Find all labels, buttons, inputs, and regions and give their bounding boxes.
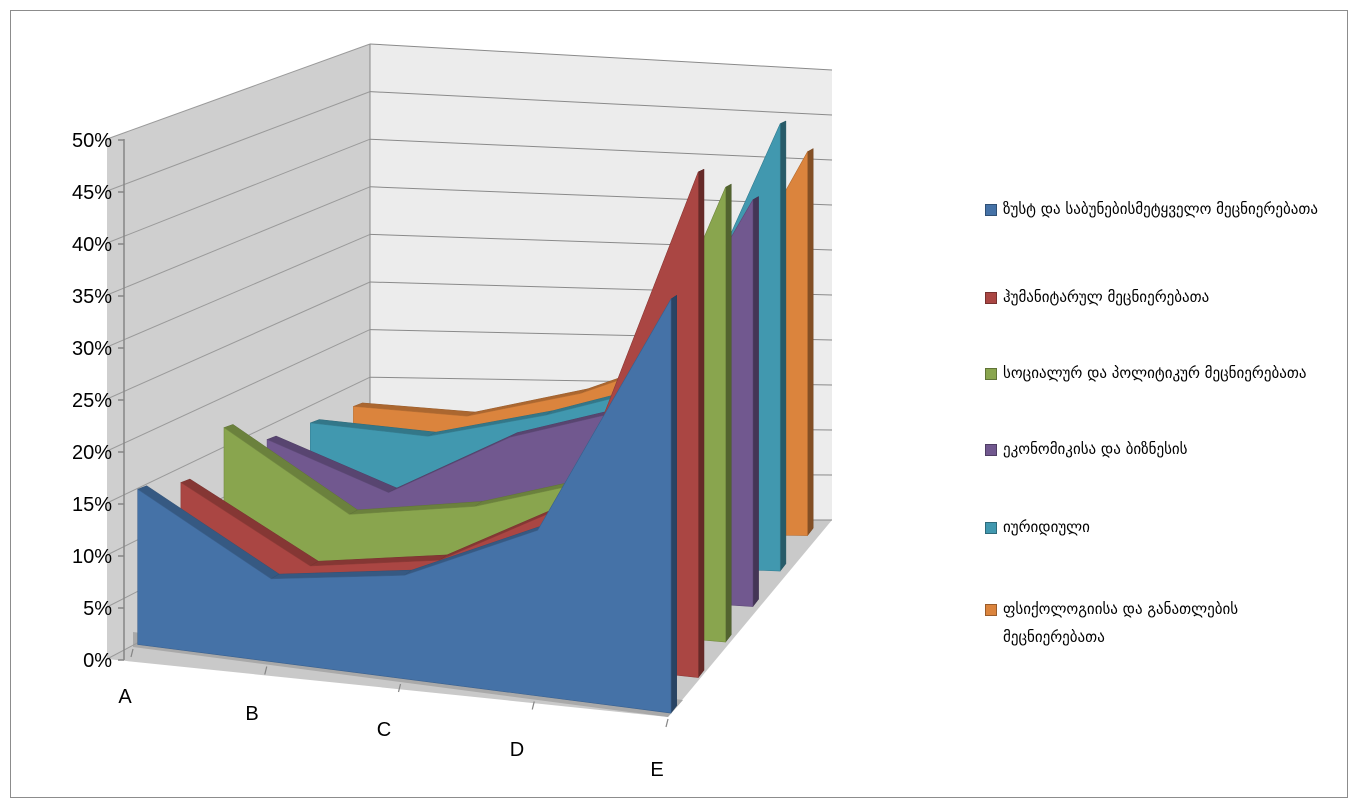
x-tick-label: C <box>377 719 391 741</box>
x-tick-mark <box>665 718 669 728</box>
y-tick-label: 20% <box>72 442 112 464</box>
y-tick-label: 45% <box>72 182 112 204</box>
legend-swatch <box>985 292 997 304</box>
series-4-end-cap <box>752 196 759 608</box>
y-tick-label: 15% <box>72 494 112 516</box>
series-2-end-cap <box>698 168 705 679</box>
legend-label: ზუსტ და საბუნებისმეტყველო მეცნიერებათა <box>1003 200 1318 218</box>
gridline-side <box>106 233 371 348</box>
legend-item-4: ეკონომიკისა და ბიზნესის <box>985 438 1323 463</box>
legend-swatch <box>985 604 997 616</box>
legend-label: სოციალურ და პოლიტიკურ მეცნიერებათა <box>1003 364 1307 382</box>
legend-swatch <box>985 204 997 216</box>
legend-swatch <box>985 444 997 456</box>
series-6-end-cap <box>807 148 814 537</box>
x-tick-label: E <box>650 759 663 781</box>
gridline-side <box>106 91 371 192</box>
x-tick-label: A <box>118 686 132 708</box>
series-1-end-cap <box>670 294 677 714</box>
x-tick-mark <box>531 701 535 710</box>
y-tick-label: 10% <box>72 546 112 568</box>
legend-label: იურიდიული <box>1003 518 1090 536</box>
y-tick-label: 35% <box>72 286 112 308</box>
y-tick-label: 30% <box>72 338 112 360</box>
y-tick-label: 5% <box>83 598 112 620</box>
legend-label: ფსიქოლოგიისა და განათლების მეცნიერებათა <box>1003 600 1239 646</box>
legend-item-3: სოციალურ და პოლიტიკურ მეცნიერებათა <box>985 362 1323 387</box>
gridline <box>369 138 833 161</box>
x-tick-label: D <box>510 739 524 761</box>
gridline <box>369 43 833 71</box>
x-tick-mark <box>397 683 402 693</box>
gridline-side <box>106 186 371 296</box>
series-3-end-cap <box>725 183 732 643</box>
x-tick-label: B <box>245 703 258 725</box>
y-tick-label: 25% <box>72 390 112 412</box>
legend-item-6: ფსიქოლოგიისა და განათლების მეცნიერებათა <box>985 598 1323 651</box>
gridline-side <box>106 138 371 244</box>
series-1-front-face <box>137 297 672 714</box>
legend-item-1: ზუსტ და საბუნებისმეტყველო მეცნიერებათა <box>985 198 1323 223</box>
legend-swatch <box>985 522 997 534</box>
y-tick-label: 40% <box>72 234 112 256</box>
gridline <box>369 91 833 116</box>
x-tick-mark <box>130 648 134 658</box>
gridline-side <box>106 43 371 140</box>
series-1-area <box>137 294 677 714</box>
legend-label: ეკონომიკისა და ბიზნესის <box>1003 440 1188 458</box>
legend-swatch <box>985 368 997 380</box>
series-5-end-cap <box>779 120 787 572</box>
x-tick-mark <box>264 666 268 675</box>
legend-label: ჰუმანიტარულ მეცნიერებათა <box>1003 288 1210 306</box>
y-tick-label: 50% <box>72 130 112 152</box>
y-tick-label: 0% <box>83 650 112 672</box>
legend-item-2: ჰუმანიტარულ მეცნიერებათა <box>985 286 1323 311</box>
gridline-side <box>106 281 371 400</box>
gridline-side <box>106 329 371 452</box>
legend-item-5: იურიდიული <box>985 516 1323 541</box>
